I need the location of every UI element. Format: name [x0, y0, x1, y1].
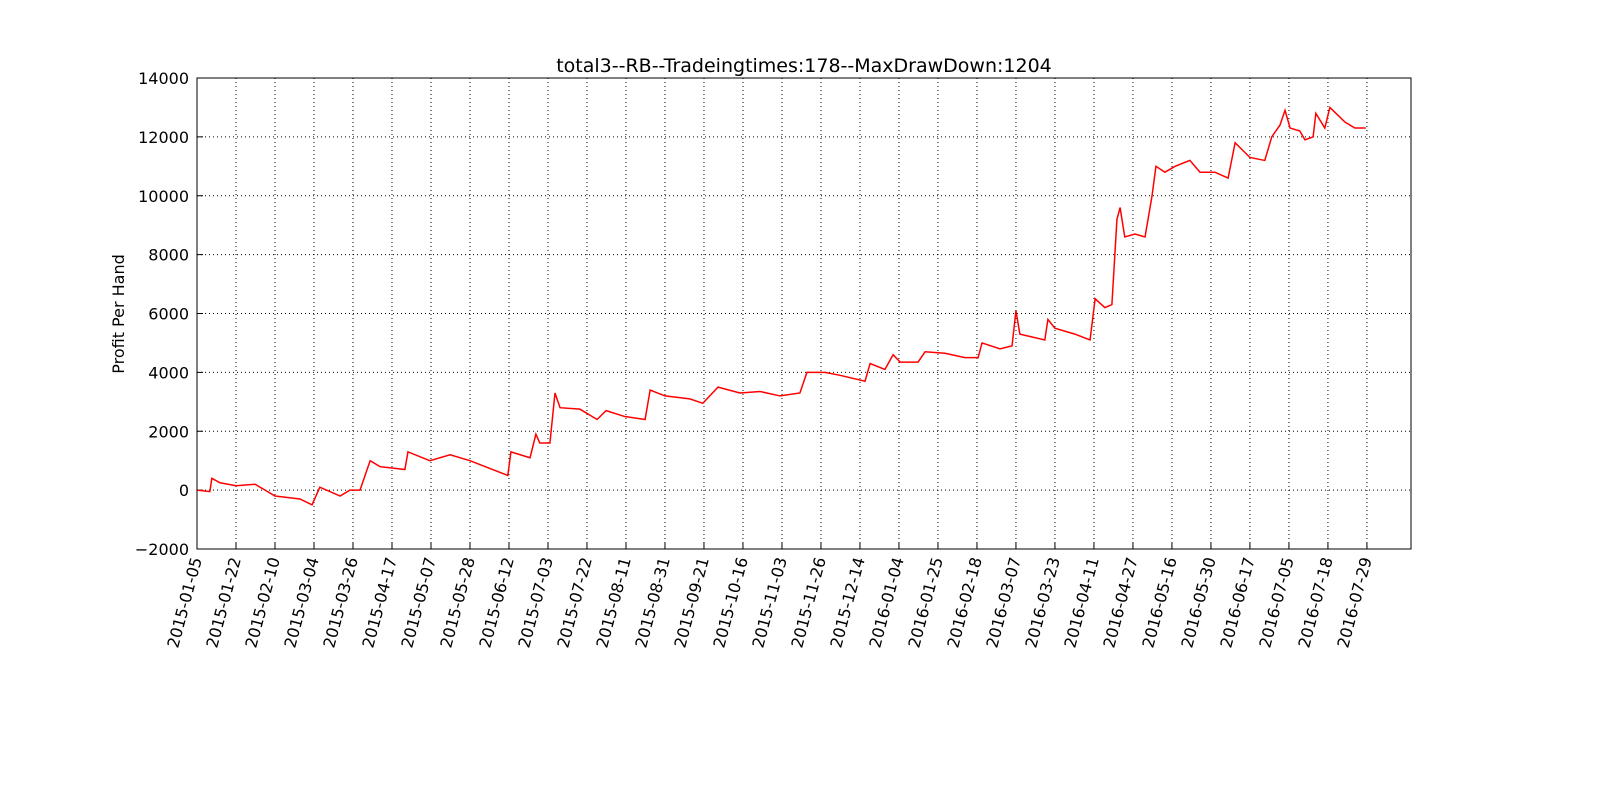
x-tick-label: 2015-03-04	[280, 555, 322, 650]
x-tick-label: 2016-05-30	[1177, 555, 1219, 650]
x-tick-label: 2016-01-04	[865, 555, 907, 650]
x-tick-label: 2016-02-18	[943, 555, 985, 650]
y-tick-label: 8000	[148, 246, 189, 265]
y-tick-label: 12000	[138, 128, 189, 147]
x-tick-label: 2016-06-17	[1216, 555, 1258, 650]
x-tick-label: 2015-10-16	[709, 555, 751, 650]
y-axis-label: Profit Per Hand	[109, 254, 128, 374]
y-tick-label: 6000	[148, 305, 189, 324]
y-tick-label: 0	[179, 481, 189, 500]
x-tick-label: 2015-03-26	[319, 555, 361, 650]
line-series	[196, 105, 1366, 506]
chart-title: total3--RB--Tradeingtimes:178--MaxDrawDo…	[556, 55, 1052, 77]
x-tick-label: 2016-01-25	[904, 555, 946, 650]
x-tick-label: 2016-04-27	[1099, 555, 1141, 650]
x-tick-label: 2016-04-11	[1060, 555, 1102, 650]
y-tick-label: 2000	[148, 422, 189, 441]
y-tick-label: 4000	[148, 363, 189, 382]
x-tick-label: 2015-11-03	[748, 555, 790, 650]
x-tick-label: 2015-06-12	[475, 555, 517, 650]
x-tick-label: 2015-01-05	[163, 555, 205, 650]
x-tick-label: 2016-07-05	[1255, 555, 1297, 650]
x-tick-label: 2015-05-07	[397, 555, 439, 650]
plot-frame	[196, 77, 1412, 550]
x-tick-label: 2015-12-14	[826, 555, 868, 650]
x-tick-label: 2015-05-28	[436, 555, 478, 650]
x-tick-label: 2015-04-17	[358, 555, 400, 650]
x-tick-label: 2015-08-11	[592, 555, 634, 650]
x-tick-label: 2016-07-18	[1294, 555, 1336, 650]
x-tick-label: 2015-11-26	[787, 555, 829, 650]
x-tick-label: 2015-08-31	[631, 555, 673, 650]
y-tick-label: 10000	[138, 187, 189, 206]
x-tick-label: 2016-03-23	[1021, 555, 1063, 650]
x-tick-label: 2016-05-16	[1138, 555, 1180, 650]
x-tick-label: 2015-09-21	[670, 555, 712, 650]
y-tick-label: −2000	[135, 540, 189, 559]
x-tick-label: 2015-07-03	[514, 555, 556, 650]
x-tick-label: 2015-01-22	[202, 555, 244, 650]
x-tick-label: 2015-07-22	[553, 555, 595, 650]
x-tick-label: 2016-03-07	[982, 555, 1024, 650]
y-tick-label: 14000	[138, 69, 189, 88]
x-tick-label: 2015-02-10	[241, 555, 283, 650]
x-tick-label: 2016-07-29	[1333, 555, 1375, 650]
